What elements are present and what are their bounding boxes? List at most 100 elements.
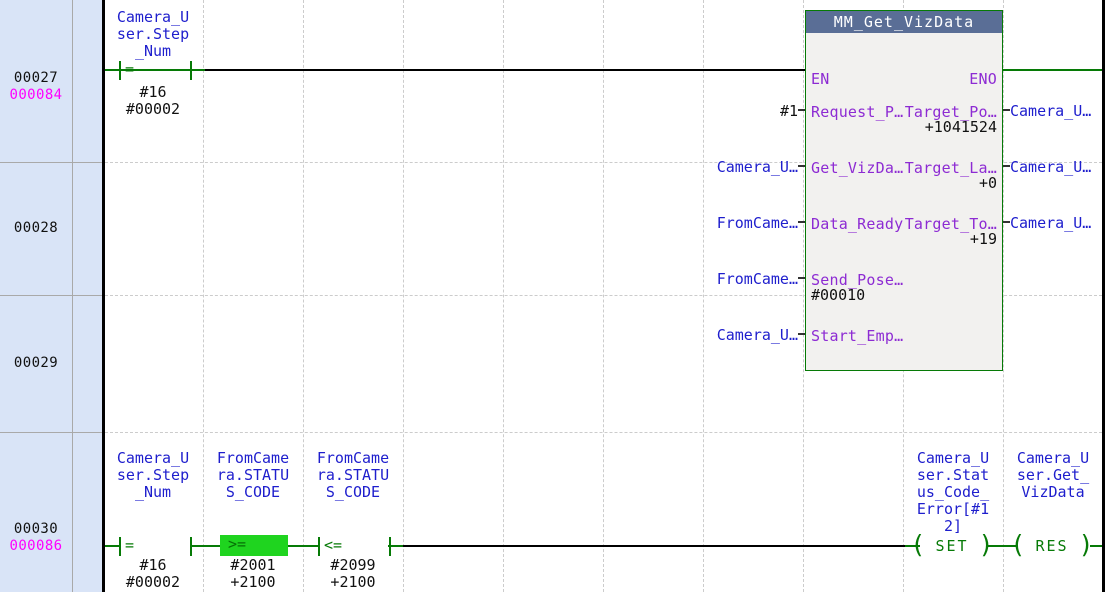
rung-number[interactable]: 00028 (13, 220, 59, 236)
pin-connector (798, 277, 805, 279)
contact-value: #2099 (330, 556, 376, 574)
input-operand[interactable]: #1 (779, 102, 798, 120)
input-operand[interactable]: FromCame… (716, 214, 798, 232)
contact-label[interactable]: FromCame ra.STATU S_CODE (316, 449, 390, 501)
set-coil[interactable]: ( SET ) (906, 531, 998, 561)
fb-output-value: +1041524 (924, 118, 997, 136)
grid-line (1003, 0, 1004, 592)
coil-paren-right: ) (978, 529, 994, 559)
wire-segment (192, 545, 220, 547)
rung-number[interactable]: 00030 (13, 521, 59, 537)
pin-connector (798, 109, 805, 111)
wire-segment (403, 545, 905, 547)
input-operand[interactable]: FromCame… (716, 270, 798, 288)
contact-bar (190, 537, 192, 556)
comparison-contact[interactable]: <= (316, 535, 392, 559)
wire-segment (288, 545, 318, 547)
contact-bar (190, 61, 192, 80)
pin-connector (1003, 221, 1010, 223)
contact-label[interactable]: Camera_U ser.Step _Num (116, 8, 190, 60)
contact-value: #00002 (125, 573, 181, 591)
grid-line (105, 295, 1102, 296)
grid-line (203, 0, 204, 592)
right-power-rail (1102, 0, 1105, 592)
contact-label[interactable]: FromCame ra.STATU S_CODE (216, 449, 290, 501)
fb-eno-pin: ENO (969, 70, 997, 88)
rung-boundary (0, 295, 103, 296)
fb-input-pin[interactable]: Data_Ready (811, 215, 904, 233)
rung-number-gutter (0, 0, 103, 592)
wire-segment (905, 545, 920, 547)
pin-connector (798, 165, 805, 167)
wire-segment (105, 545, 119, 547)
contact-bar (119, 537, 121, 556)
contact-label[interactable]: Camera_U ser.Step _Num (116, 449, 190, 501)
contact-bar (318, 537, 320, 556)
fb-output-pin[interactable]: Target_La… (904, 159, 997, 177)
contact-value: #2001 (230, 556, 276, 574)
wire-segment (1003, 69, 1102, 71)
grid-line (503, 0, 504, 592)
comparison-operator: = (125, 536, 135, 554)
pin-connector (1003, 165, 1010, 167)
comparison-contact-active[interactable]: >= (220, 535, 288, 556)
output-operand[interactable]: Camera_U… (1010, 158, 1092, 176)
fb-output-pin[interactable]: Target_Po… (904, 103, 997, 121)
input-operand[interactable]: Camera_U… (716, 158, 798, 176)
rung-boundary (0, 162, 103, 163)
function-block[interactable]: MM_Get_VizData EN ENO Request_P… Get_Viz… (805, 10, 1003, 371)
res-coil[interactable]: ( RES ) (1006, 531, 1098, 561)
contact-bar (389, 537, 391, 556)
grid-line (105, 162, 1102, 163)
fb-title: MM_Get_VizData (806, 11, 1002, 33)
fb-output-pin[interactable]: Target_To… (904, 215, 997, 233)
fb-input-pin[interactable]: Send_Pose… (811, 271, 904, 289)
coil-label[interactable]: Camera_U ser.Stat us_Code_ Error[#1 2] (916, 449, 990, 535)
fb-input-value: #00010 (811, 286, 866, 304)
pin-connector (798, 333, 805, 335)
fb-output-value: +19 (969, 230, 997, 248)
output-operand[interactable]: Camera_U… (1010, 102, 1092, 120)
wire-segment (1090, 545, 1102, 547)
input-operand[interactable]: Camera_U… (716, 326, 798, 344)
rung-step-number: 000084 (9, 87, 63, 103)
comparison-operator: <= (324, 536, 343, 554)
pin-connector (1003, 109, 1010, 111)
grid-line (105, 432, 1102, 433)
rung-number[interactable]: 00027 (13, 70, 59, 86)
grid-line (803, 0, 804, 592)
fb-input-pin[interactable]: Request_P… (811, 103, 904, 121)
contact-value: +2100 (230, 573, 276, 591)
coil-paren-right: ) (1078, 529, 1094, 559)
equals-contact[interactable]: = (117, 535, 193, 559)
grid-line (403, 0, 404, 592)
gutter-divider (72, 0, 73, 592)
left-power-rail (102, 0, 105, 592)
output-operand[interactable]: Camera_U… (1010, 214, 1092, 232)
wire-segment (205, 69, 805, 71)
wire-segment (986, 545, 1018, 547)
coil-operator: SET (935, 536, 969, 555)
grid-line (603, 0, 604, 592)
coil-label[interactable]: Camera_U ser.Get_ VizData (1016, 449, 1090, 501)
grid-line (703, 0, 704, 592)
contact-value: #00002 (125, 100, 181, 118)
comparison-operator: = (125, 60, 135, 78)
coil-operator: RES (1035, 536, 1069, 555)
fb-output-value: +0 (978, 174, 997, 192)
rung-number[interactable]: 00029 (13, 355, 59, 371)
equals-contact[interactable]: = (117, 59, 193, 83)
contact-bar (119, 61, 121, 80)
comparison-operator: >= (228, 535, 247, 553)
fb-en-pin: EN (811, 70, 830, 88)
fb-input-pin[interactable]: Get_VizDa… (811, 159, 904, 177)
contact-value: #16 (139, 556, 167, 574)
grid-line (303, 0, 304, 592)
coil-paren-left: ( (910, 529, 926, 559)
fb-input-pin[interactable]: Start_Emp… (811, 327, 904, 345)
pin-connector (798, 221, 805, 223)
rung-step-number: 000086 (9, 538, 63, 554)
contact-value: +2100 (330, 573, 376, 591)
coil-paren-left: ( (1010, 529, 1026, 559)
